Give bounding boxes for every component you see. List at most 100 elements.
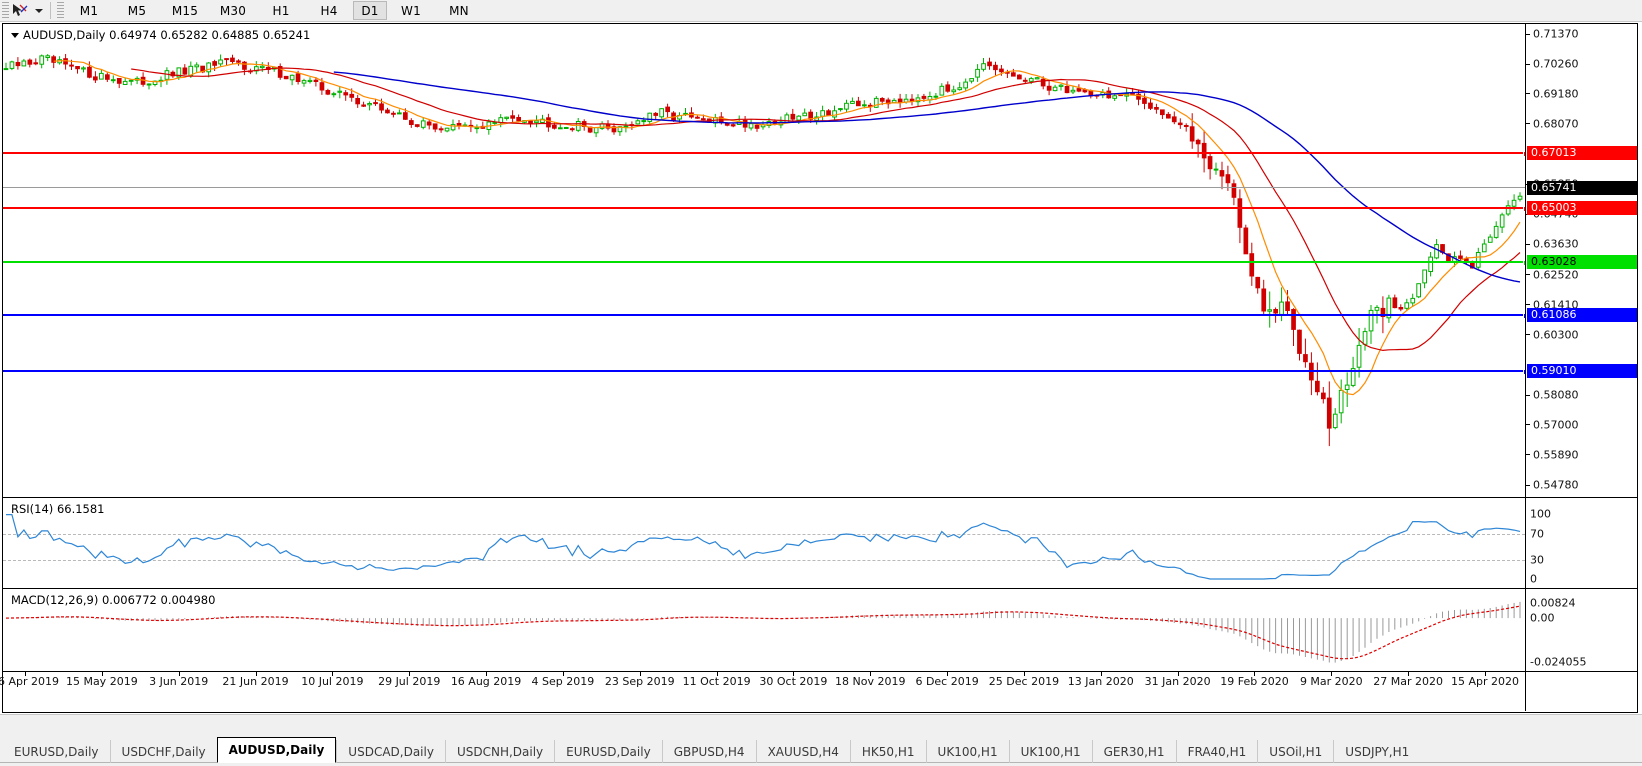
date-label: 9 Mar 2020 [1299, 675, 1363, 688]
chart-tab-list: EURUSD,Daily USDCHF,Daily AUDUSD,Daily USDC… [3, 737, 1420, 763]
chart-tab-usoil-h1[interactable]: USOil,H1 [1257, 740, 1333, 763]
level-price-tag[interactable]: 0.65003 [1527, 201, 1637, 216]
chart-area[interactable]: AUDUSD,Daily 0.64974 0.65282 0.64885 0.6… [0, 23, 1638, 713]
date-label: 26 Apr 2019 [0, 675, 60, 688]
date-label: 29 Jul 2019 [378, 675, 441, 688]
cursor-crosshair-icon[interactable] [10, 1, 32, 20]
chart-tab-hk50-h1[interactable]: HK50,H1 [849, 740, 926, 763]
date-tick [332, 672, 334, 676]
timeframe-d1[interactable]: D1 [353, 1, 387, 20]
toolbar-separator [50, 2, 51, 19]
rsi-axis[interactable]: 100 70 30 0 [1525, 498, 1637, 588]
price-tick: 0.70260 [1526, 57, 1579, 71]
price-tick: 0.54780 [1526, 478, 1579, 492]
rsi-label: RSI(14) 66.1581 [11, 502, 105, 516]
collapse-triangle-icon[interactable] [11, 33, 19, 38]
chart-tab-gbpusd-h4[interactable]: GBPUSD,H4 [661, 740, 756, 763]
date-tick [255, 672, 257, 676]
date-label: 3 Jun 2019 [149, 675, 209, 688]
price-tick-label: 0.60300 [1533, 328, 1579, 342]
price-tick: 0.69180 [1526, 87, 1579, 100]
level-line-support[interactable] [3, 312, 1525, 319]
macd-pane[interactable]: MACD(12,26,9) 0.006772 0.004980 0.00824 0… [3, 588, 1637, 671]
current-price-tag: 0.65741 [1527, 181, 1637, 196]
macd-plot[interactable] [3, 589, 1525, 671]
chart-tab-uk100-h1[interactable]: UK100,H1 [1008, 740, 1092, 763]
price-tick: 0.55890 [1526, 448, 1579, 461]
chart-tab-ger30-h1[interactable]: GER30,H1 [1091, 740, 1176, 763]
current-price-line [3, 187, 1525, 189]
date-label: 13 Jan 2020 [1067, 675, 1134, 688]
chart-tab-eurusd-daily[interactable]: EURUSD,Daily [554, 740, 662, 763]
timeframe-grip[interactable] [57, 2, 64, 19]
level-handle[interactable] [1523, 206, 1525, 213]
timeframe-h4[interactable]: H4 [320, 3, 338, 18]
chart-tab-xauusd-h4[interactable]: XAUUSD,H4 [755, 740, 850, 763]
price-tick-label: 0.62520 [1533, 268, 1579, 282]
level-handle[interactable] [1523, 259, 1525, 266]
level-line-resistance[interactable] [3, 151, 1525, 158]
chart-tab-uk100-h1[interactable]: UK100,H1 [925, 740, 1009, 763]
date-label: 10 Jul 2019 [301, 675, 364, 688]
level-line-support[interactable] [3, 369, 1525, 375]
timeframe-m30[interactable]: M30 [219, 3, 247, 18]
level-price-tag[interactable]: 0.67013 [1527, 146, 1637, 161]
timeframe-m1[interactable]: M1 [79, 3, 99, 18]
chart-tab-usdchf-daily[interactable]: USDCHF,Daily [109, 740, 217, 763]
chart-tab-usdcad-daily[interactable]: USDCAD,Daily [336, 740, 445, 763]
rsi-tick: 30 [1526, 553, 1544, 566]
price-axis[interactable]: 0.713700.702600.691800.680700.658500.647… [1525, 24, 1637, 497]
price-tick: 0.58080 [1526, 388, 1579, 402]
level-handle[interactable] [1523, 369, 1525, 375]
date-tick [1100, 672, 1102, 676]
price-pane[interactable]: AUDUSD,Daily 0.64974 0.65282 0.64885 0.6… [3, 24, 1637, 497]
timeframe-toolbar: M1 M5 M15 M30 H1 H4 D1 W1 MN [0, 0, 1642, 22]
chart-tab-usdjpy-h1[interactable]: USDJPY,H1 [1333, 740, 1420, 763]
level-handle[interactable] [1523, 151, 1525, 158]
macd-axis[interactable]: 0.00824 0.00 -0.024055 [1525, 589, 1637, 671]
toolbar-grip[interactable] [2, 2, 9, 19]
price-plot[interactable] [3, 24, 1525, 497]
price-tick: 0.60300 [1526, 328, 1579, 342]
rsi-pane[interactable]: RSI(14) 66.1581 100 70 30 0 [3, 497, 1637, 588]
timeframe-w1[interactable]: W1 [401, 3, 421, 18]
date-tick [486, 672, 488, 676]
date-label: 23 Sep 2019 [604, 675, 675, 688]
level-line-pivot[interactable] [3, 259, 1525, 266]
date-tick [947, 672, 949, 676]
rsi-tick-label: 30 [1530, 553, 1544, 566]
date-tick [1177, 672, 1179, 676]
date-tick [25, 672, 26, 676]
chevron-down-icon[interactable] [32, 1, 46, 20]
price-tick-label: 0.58080 [1533, 388, 1579, 402]
chart-tab-eurusd-daily[interactable]: EURUSD,Daily [14, 744, 99, 759]
level-line-resistance[interactable] [3, 206, 1525, 213]
date-axis[interactable]: 26 Apr 2019 15 May 2019 3 Jun 2019 21 Jun 2… [0, 672, 1525, 712]
timeframe-list: M1 M5 M15 M30 H1 H4 D1 W1 MN [65, 1, 483, 20]
rsi-plot[interactable] [3, 498, 1525, 588]
level-handle[interactable] [1523, 312, 1525, 319]
timeframe-m5[interactable]: M5 [127, 3, 147, 18]
date-label: 25 Dec 2019 [988, 675, 1060, 688]
level-price-tag[interactable]: 0.63028 [1527, 254, 1637, 269]
chart-tab-audusd-daily[interactable]: AUDUSD,Daily [216, 737, 337, 763]
macd-tick: 0.00824 [1526, 596, 1576, 610]
date-tick [1023, 672, 1025, 676]
timeframe-m15[interactable]: M15 [171, 3, 199, 18]
chart-tab-fra40-h1[interactable]: FRA40,H1 [1175, 740, 1258, 763]
timeframe-h1[interactable]: H1 [272, 3, 290, 18]
level-price-tag[interactable]: 0.61086 [1527, 307, 1637, 322]
date-tick [870, 672, 872, 676]
price-tick: 0.62520 [1526, 268, 1579, 282]
date-tick [178, 672, 180, 676]
chart-tab-usdcnh-daily[interactable]: USDCNH,Daily [444, 740, 554, 763]
date-label: 15 Apr 2020 [1450, 675, 1520, 688]
date-tick [639, 672, 641, 676]
rsi-tick-label: 0 [1530, 572, 1537, 586]
date-label: 16 Aug 2019 [450, 675, 522, 688]
timeframe-mn[interactable]: MN [449, 3, 469, 18]
rsi-tick: 100 [1526, 507, 1551, 521]
price-tick-label: 0.54780 [1533, 478, 1579, 492]
macd-tick-label: 0.00824 [1530, 596, 1576, 610]
level-price-tag[interactable]: 0.59010 [1527, 364, 1637, 378]
